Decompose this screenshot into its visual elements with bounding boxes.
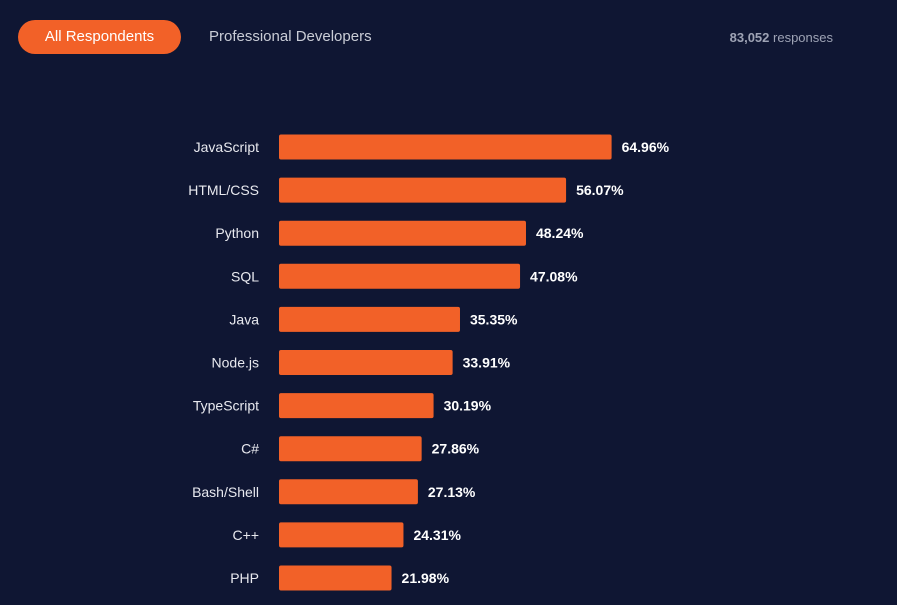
tab-all-respondents[interactable]: All Respondents <box>18 20 181 54</box>
value-label-bash-shell: 27.13% <box>428 484 476 500</box>
value-label-typescript: 30.19% <box>444 398 492 414</box>
value-label-java: 35.35% <box>470 311 518 327</box>
value-label-node-js: 33.91% <box>463 355 511 371</box>
tab-professional-developers[interactable]: Professional Developers <box>195 20 386 54</box>
bar-node-js[interactable] <box>279 350 453 375</box>
bar-sql[interactable] <box>279 263 521 289</box>
responses-label: responses <box>773 30 833 45</box>
category-label-html-css: HTML/CSS <box>188 182 259 198</box>
value-label-html-css: 56.07% <box>576 182 624 198</box>
category-label-javascript: JavaScript <box>194 139 259 155</box>
bar-bash-shell[interactable] <box>279 479 418 505</box>
bar-java[interactable] <box>279 306 460 332</box>
bar-html-css[interactable] <box>279 177 567 203</box>
responses-number: 83,052 <box>729 30 770 45</box>
category-label-java: Java <box>229 311 259 327</box>
category-label-php: PHP <box>230 570 259 586</box>
value-label-javascript: 64.96% <box>622 139 670 155</box>
category-label-bash-shell: Bash/Shell <box>192 484 259 500</box>
category-label-c: C++ <box>233 527 259 543</box>
bar-c[interactable] <box>279 436 422 462</box>
bar-c[interactable] <box>279 522 404 548</box>
bar-python[interactable] <box>279 220 526 246</box>
bar-php[interactable] <box>279 565 392 591</box>
category-label-sql: SQL <box>231 268 259 284</box>
value-label-c: 27.86% <box>432 441 480 457</box>
category-label-typescript: TypeScript <box>193 398 259 414</box>
bar-typescript[interactable] <box>279 393 434 419</box>
category-label-python: Python <box>215 225 259 241</box>
value-label-python: 48.24% <box>536 225 584 241</box>
category-label-c: C# <box>241 441 259 457</box>
value-label-php: 21.98% <box>402 570 450 586</box>
value-label-sql: 47.08% <box>530 268 578 284</box>
bar-javascript[interactable] <box>279 134 612 160</box>
responses-count: 83,052 responses <box>730 29 833 47</box>
category-label-node-js: Node.js <box>212 355 259 371</box>
value-label-c: 24.31% <box>413 527 461 543</box>
